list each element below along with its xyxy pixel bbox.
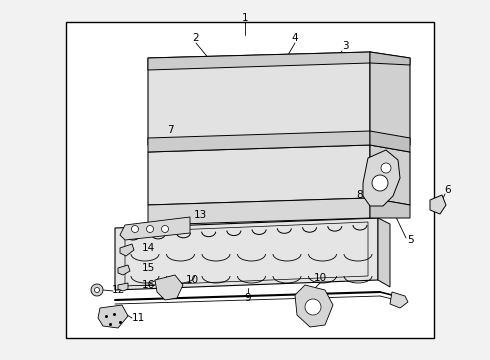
Polygon shape (378, 218, 390, 287)
Text: 9: 9 (245, 293, 251, 303)
Polygon shape (118, 283, 128, 291)
Text: 7: 7 (167, 125, 173, 135)
Text: 2: 2 (193, 33, 199, 43)
Text: 8: 8 (357, 190, 363, 200)
Text: 11: 11 (131, 313, 145, 323)
Polygon shape (390, 292, 408, 308)
Text: 13: 13 (194, 210, 207, 220)
Circle shape (147, 225, 153, 233)
Polygon shape (148, 52, 370, 70)
Polygon shape (370, 52, 410, 145)
Text: 6: 6 (445, 185, 451, 195)
Polygon shape (115, 218, 378, 290)
Polygon shape (120, 244, 134, 256)
Text: 1: 1 (242, 13, 248, 23)
Text: 15: 15 (142, 263, 155, 273)
Polygon shape (148, 131, 370, 152)
Text: 5: 5 (407, 235, 413, 245)
Text: 10: 10 (314, 273, 326, 283)
Polygon shape (155, 275, 183, 300)
Polygon shape (370, 131, 410, 152)
Circle shape (91, 284, 103, 296)
Text: 14: 14 (142, 243, 155, 253)
Polygon shape (120, 217, 190, 240)
Text: 10: 10 (185, 275, 198, 285)
Circle shape (381, 163, 391, 173)
Circle shape (372, 175, 388, 191)
Text: 16: 16 (142, 280, 155, 290)
Polygon shape (98, 305, 128, 328)
Circle shape (131, 225, 139, 233)
Text: 12: 12 (111, 285, 124, 295)
Circle shape (305, 299, 321, 315)
Polygon shape (148, 52, 370, 145)
Polygon shape (148, 198, 370, 225)
Text: 4: 4 (292, 33, 298, 43)
Polygon shape (125, 222, 368, 286)
Polygon shape (430, 195, 446, 214)
Polygon shape (370, 198, 410, 218)
Polygon shape (370, 145, 410, 205)
Polygon shape (118, 265, 130, 275)
Polygon shape (148, 145, 370, 205)
Polygon shape (363, 150, 400, 206)
Circle shape (95, 288, 99, 292)
Text: 3: 3 (342, 41, 348, 51)
Polygon shape (370, 52, 410, 65)
Circle shape (162, 225, 169, 233)
Polygon shape (295, 285, 333, 327)
Bar (66, 22, 434, 338)
